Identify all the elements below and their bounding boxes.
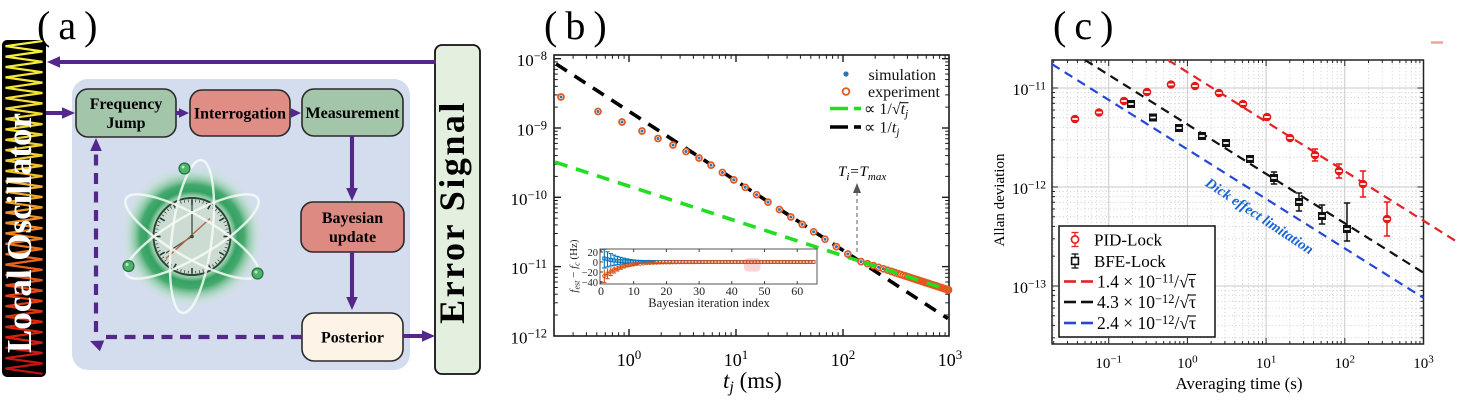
svg-text:experiment: experiment [868,84,941,101]
svg-text:PID-Lock: PID-Lock [1094,231,1162,250]
svg-text:Bayesian iteration index: Bayesian iteration index [648,296,770,310]
svg-text:Jump: Jump [106,115,145,132]
svg-text:Measurement: Measurement [306,105,401,122]
svg-text:∝ 1/tj: ∝ 1/tj [864,120,899,139]
svg-text:−40: −40 [582,278,598,289]
svg-text:simulation: simulation [868,67,936,84]
svg-text:BFE-Lock: BFE-Lock [1094,252,1166,271]
svg-text:10: 10 [628,284,640,298]
svg-text:(b): (b) [544,3,615,48]
svg-text:Posterior: Posterior [321,330,384,347]
svg-text:Local Oscillator: Local Oscillator [0,113,39,353]
svg-text:60: 60 [791,284,803,298]
svg-text:∝ 1/√tj: ∝ 1/√tj [864,101,908,120]
svg-text:Error Signal: Error Signal [432,100,472,324]
svg-text:Averaging time (s): Averaging time (s) [1175,374,1302,393]
svg-text:(c): (c) [1053,3,1121,48]
svg-text:Bayesian: Bayesian [322,210,383,227]
svg-text:Interrogation: Interrogation [194,106,286,123]
svg-text:2.4 × 10−12/√τ: 2.4 × 10−12/√τ [1097,313,1196,333]
svg-text:1.4 × 10−11/√τ: 1.4 × 10−11/√τ [1097,272,1196,292]
svg-text:(a): (a) [37,3,105,48]
svg-text:Frequency: Frequency [90,96,163,113]
svg-text:4.3 × 10−12/√τ: 4.3 × 10−12/√τ [1097,292,1196,312]
svg-text:Allan deviation: Allan deviation [992,153,1008,246]
svg-text:update: update [329,229,376,246]
svg-text:0: 0 [598,284,604,298]
